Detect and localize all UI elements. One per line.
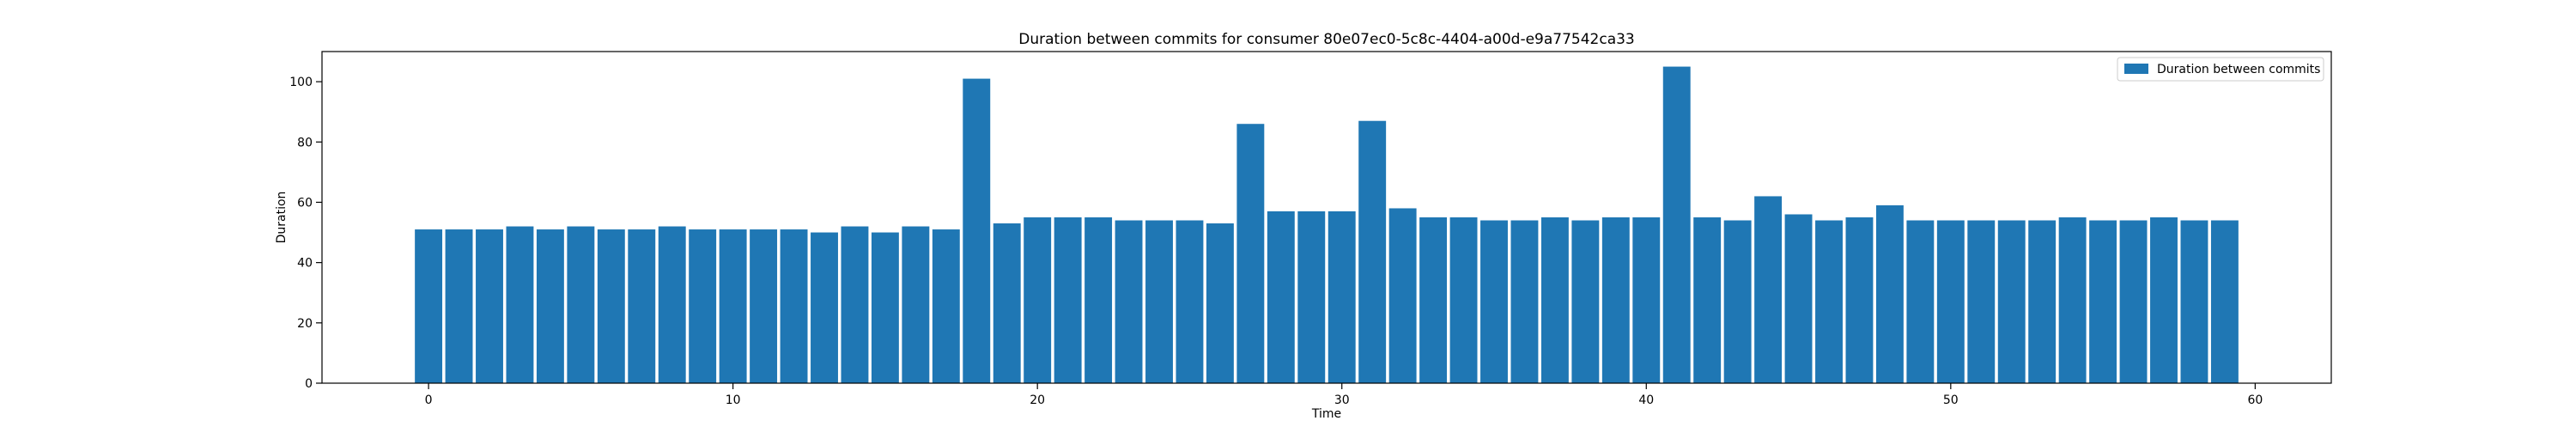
bar (932, 229, 960, 383)
bar (2150, 217, 2178, 383)
bar (1297, 210, 1326, 383)
bar (811, 232, 838, 383)
bar (1754, 196, 1783, 383)
bar (871, 232, 899, 383)
bar (993, 223, 1021, 383)
bar (445, 229, 473, 383)
y-tick-label: 80 (297, 136, 313, 149)
bar (1815, 220, 1843, 383)
legend-swatch (2124, 64, 2148, 74)
bar (1571, 220, 1600, 383)
y-tick-label: 100 (289, 76, 313, 89)
bar (658, 226, 686, 383)
x-axis-label: Time (1311, 407, 1341, 421)
bar (1662, 66, 1691, 384)
bar (2089, 220, 2117, 383)
bar (476, 229, 503, 383)
bar (689, 229, 717, 383)
x-tick-label: 40 (1638, 393, 1654, 407)
bar (1327, 210, 1356, 383)
bar (1906, 220, 1935, 383)
bar (1936, 220, 1965, 383)
bar (750, 229, 778, 383)
x-tick-label: 30 (1334, 393, 1350, 407)
bar (1145, 220, 1173, 383)
bar (1845, 217, 1874, 383)
bar (1084, 217, 1113, 383)
bar (628, 229, 656, 383)
bar (902, 226, 930, 383)
bar (536, 229, 564, 383)
bar (1449, 217, 1478, 383)
bar (1358, 120, 1387, 383)
bar (2119, 220, 2148, 383)
bars-layer (415, 66, 2239, 384)
y-tick-label: 60 (297, 196, 313, 210)
x-tick-label: 50 (1943, 393, 1959, 407)
bar (1693, 217, 1722, 383)
y-tick-label: 20 (297, 317, 313, 331)
x-tick-label: 0 (425, 393, 433, 407)
bar (506, 226, 534, 383)
bar (2058, 217, 2087, 383)
x-tick-label: 60 (2247, 393, 2263, 407)
bar (1510, 220, 1539, 383)
x-axis: 0 10 20 30 40 50 60 (425, 383, 2263, 407)
bar (1723, 220, 1752, 383)
bar (719, 229, 747, 383)
bar (1176, 220, 1204, 383)
bar (1632, 217, 1661, 383)
plot-frame (321, 51, 2332, 384)
bar (1236, 124, 1265, 383)
x-tick-label: 10 (726, 393, 741, 407)
bar (780, 229, 808, 383)
bar (597, 229, 625, 383)
legend-box (2117, 57, 2324, 82)
bar (2210, 220, 2239, 383)
bar (963, 78, 991, 383)
bar (1784, 214, 1813, 383)
bar (1967, 220, 1996, 383)
bar (567, 226, 595, 383)
bar (841, 226, 869, 383)
y-axis: 0 20 40 60 80 100 (289, 76, 322, 391)
bar (1480, 220, 1508, 383)
chart-title: Duration between commits for consumer 80… (1018, 31, 1635, 48)
bar (1540, 217, 1569, 383)
bar (1206, 223, 1234, 383)
bar (2180, 220, 2208, 383)
bar (1997, 220, 2026, 383)
bar (1267, 210, 1295, 383)
bar (2028, 220, 2057, 383)
bar (1388, 208, 1417, 383)
x-tick-label: 20 (1030, 393, 1045, 407)
legend: Duration between commits (2117, 57, 2324, 82)
bar (1875, 204, 1904, 383)
bar (1024, 217, 1052, 383)
y-tick-label: 0 (305, 377, 313, 391)
bar (415, 229, 443, 383)
legend-label: Duration between commits (2157, 63, 2320, 76)
bar (1601, 217, 1630, 383)
y-axis-label: Duration (275, 192, 289, 244)
y-tick-label: 40 (297, 257, 313, 271)
bar (1115, 220, 1143, 383)
bar (1054, 217, 1082, 383)
bar (1419, 217, 1448, 383)
